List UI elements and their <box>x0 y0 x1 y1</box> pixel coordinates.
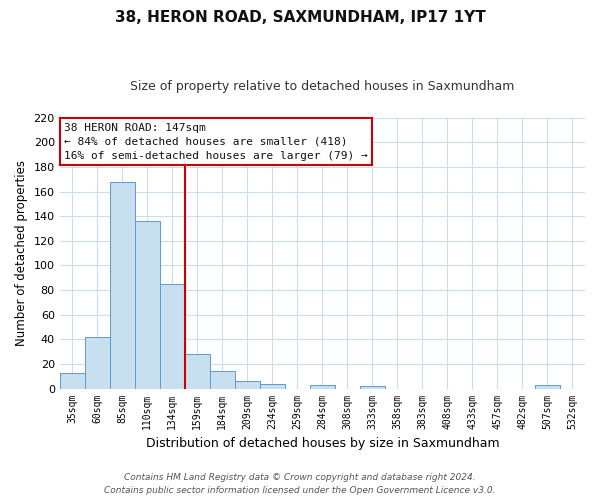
Bar <box>310 385 335 388</box>
Bar <box>210 372 235 388</box>
Bar <box>135 221 160 388</box>
Text: Contains HM Land Registry data © Crown copyright and database right 2024.
Contai: Contains HM Land Registry data © Crown c… <box>104 474 496 495</box>
Bar <box>535 385 560 388</box>
X-axis label: Distribution of detached houses by size in Saxmundham: Distribution of detached houses by size … <box>146 437 499 450</box>
Bar <box>235 381 260 388</box>
Bar <box>260 384 285 388</box>
Y-axis label: Number of detached properties: Number of detached properties <box>15 160 28 346</box>
Bar <box>160 284 185 389</box>
Bar <box>85 337 110 388</box>
Bar <box>185 354 210 388</box>
Bar <box>360 386 385 388</box>
Text: 38, HERON ROAD, SAXMUNDHAM, IP17 1YT: 38, HERON ROAD, SAXMUNDHAM, IP17 1YT <box>115 10 485 25</box>
Text: 38 HERON ROAD: 147sqm
← 84% of detached houses are smaller (418)
16% of semi-det: 38 HERON ROAD: 147sqm ← 84% of detached … <box>64 122 368 160</box>
Title: Size of property relative to detached houses in Saxmundham: Size of property relative to detached ho… <box>130 80 515 93</box>
Bar <box>110 182 135 388</box>
Bar <box>59 372 85 388</box>
